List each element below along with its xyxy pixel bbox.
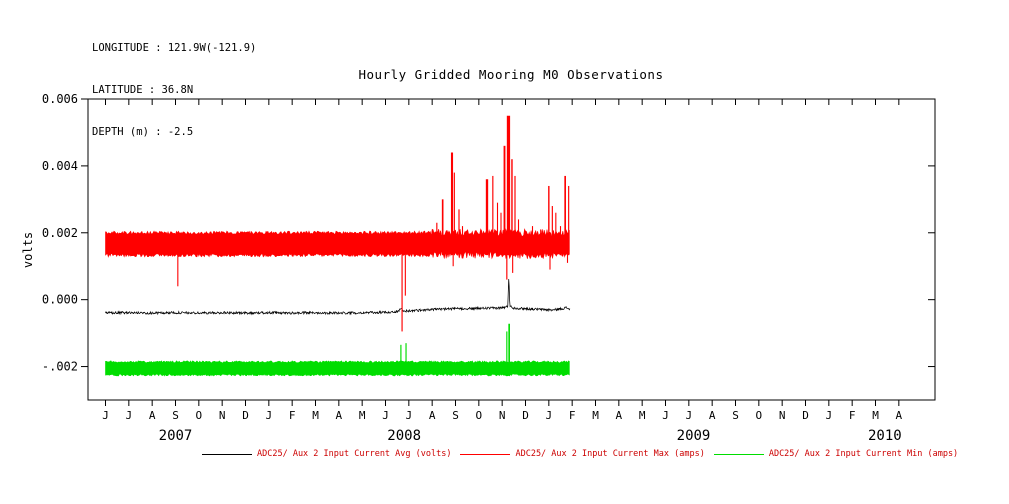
month-tick-label: O <box>756 409 763 422</box>
y-tick-label: 0.006 <box>42 92 78 106</box>
month-tick-label: O <box>476 409 483 422</box>
y-tick-label: 0.004 <box>42 159 78 173</box>
year-label: 2009 <box>677 428 711 444</box>
year-label: 2008 <box>387 428 421 444</box>
plot-border <box>87 98 936 401</box>
legend-item: ADC25/ Aux 2 Input Current Min (amps) <box>713 449 959 459</box>
month-tick-label: F <box>569 409 576 422</box>
legend-label: ADC25/ Aux 2 Input Current Avg (volts) <box>257 449 452 459</box>
month-tick-label: F <box>289 409 296 422</box>
month-tick-label: A <box>896 409 903 422</box>
year-label: 2010 <box>868 428 902 444</box>
y-tick-label: 0.000 <box>42 293 78 307</box>
longitude-text: LONGITUDE : 121.9W(-121.9) <box>92 42 257 54</box>
legend-line-sample <box>460 453 511 455</box>
legend-line-sample <box>713 453 764 455</box>
month-tick-label: N <box>219 409 226 422</box>
month-tick-label: A <box>616 409 623 422</box>
legend-item: ADC25/ Aux 2 Input Current Avg (volts) <box>202 449 451 459</box>
month-tick-label: M <box>872 409 879 422</box>
month-tick-label: J <box>662 409 669 422</box>
month-tick-label: M <box>639 409 646 422</box>
depth-text: DEPTH (m) : -2.5 <box>92 126 194 138</box>
month-tick-label: F <box>849 409 856 422</box>
month-tick-label: D <box>522 409 529 422</box>
month-tick-label: S <box>452 409 459 422</box>
series-min-band <box>105 360 570 377</box>
year-label: 2007 <box>159 428 193 444</box>
series-avg-line <box>105 279 571 316</box>
latitude-text: LATITUDE : 36.8N <box>92 84 194 96</box>
month-tick-label: J <box>686 409 693 422</box>
month-tick-label: D <box>802 409 809 422</box>
series-max-band <box>105 228 570 260</box>
chart-title: Hourly Gridded Mooring M0 Observations <box>358 67 664 82</box>
legend-line-sample <box>202 453 252 455</box>
month-tick-label: J <box>126 409 133 422</box>
month-tick-label: N <box>779 409 786 422</box>
month-tick-label: M <box>359 409 366 422</box>
month-tick-label: J <box>382 409 389 422</box>
legend-label: ADC25/ Aux 2 Input Current Max (amps) <box>515 449 705 459</box>
y-tick-label: 0.002 <box>42 226 78 240</box>
month-tick-label: J <box>826 409 833 422</box>
month-tick-label: J <box>102 409 109 422</box>
month-tick-label: D <box>242 409 249 422</box>
month-tick-label: M <box>312 409 319 422</box>
legend: ADC25/ Aux 2 Input Current Avg (volts) AD… <box>202 449 967 459</box>
month-tick-label: A <box>429 409 436 422</box>
month-tick-label: A <box>336 409 343 422</box>
legend-item: ADC25/ Aux 2 Input Current Max (amps) <box>460 449 705 459</box>
y-tick-label: -.002 <box>42 360 78 374</box>
month-tick-label: J <box>266 409 273 422</box>
month-tick-label: M <box>592 409 599 422</box>
month-tick-label: A <box>709 409 716 422</box>
station-info: LONGITUDE : 121.9W(-121.9) LATITUDE : 36… <box>92 13 256 167</box>
month-tick-label: N <box>499 409 506 422</box>
month-tick-label: J <box>406 409 413 422</box>
month-tick-label: J <box>546 409 553 422</box>
legend-label: ADC25/ Aux 2 Input Current Min (amps) <box>768 449 959 459</box>
month-tick-label: A <box>149 409 156 422</box>
month-tick-label: O <box>196 409 203 422</box>
month-tick-label: S <box>732 409 739 422</box>
month-tick-label: S <box>172 409 179 422</box>
